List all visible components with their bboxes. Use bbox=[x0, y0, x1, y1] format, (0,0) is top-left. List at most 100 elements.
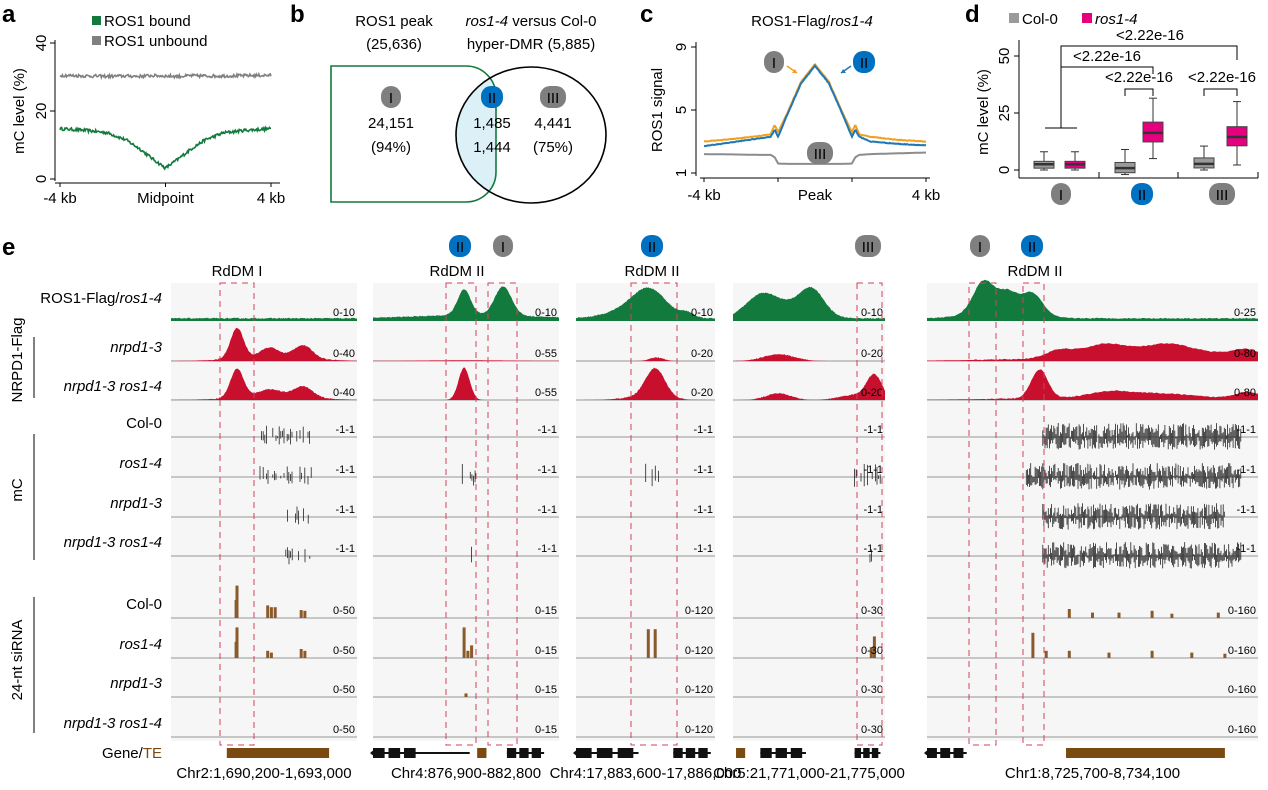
sirna-peak bbox=[269, 652, 273, 658]
track-label: Col-0 bbox=[126, 415, 162, 432]
panel-label-e: e bbox=[2, 234, 15, 261]
badge-group-I: I bbox=[1051, 183, 1071, 205]
badge-label: III bbox=[547, 90, 560, 107]
nrpd1-signal-area bbox=[927, 343, 1258, 361]
sirna-peak bbox=[653, 629, 657, 658]
track-scale-label: -1-1 bbox=[335, 504, 355, 516]
x-tick-label: 4 kb bbox=[912, 187, 940, 204]
series-line-I bbox=[703, 62, 927, 143]
label-italic: ros1-4 bbox=[119, 290, 162, 307]
gene-exon bbox=[685, 748, 696, 758]
locus-column: III 0-10 0-20 0-20 -1-1 -1-1 -1-1 -1-1 0-30 0-30 0… bbox=[713, 235, 905, 782]
sirna-peak bbox=[464, 693, 468, 697]
track-scale-label: 0-20 bbox=[691, 387, 713, 399]
track-scale-label: -1-1 bbox=[537, 424, 557, 436]
ros1-signal-area bbox=[733, 286, 885, 320]
comparison-bracket bbox=[1203, 88, 1238, 96]
panel-label-a: a bbox=[2, 1, 16, 28]
badge-label: I bbox=[389, 90, 393, 107]
track-scale-label: 0-30 bbox=[861, 684, 883, 696]
locus-title: RdDM II bbox=[1007, 263, 1062, 280]
y-axis-label: mC level (%) bbox=[975, 69, 992, 155]
genotype: ros1-4 bbox=[466, 13, 509, 30]
sirna-peak bbox=[269, 607, 273, 618]
track-scale-label: -1-1 bbox=[1236, 504, 1256, 516]
sirna-peak bbox=[1216, 612, 1220, 618]
track-label: nrpd1-3 bbox=[110, 675, 162, 692]
track-scale-label: 0-160 bbox=[1228, 724, 1256, 736]
hyper-dmr-count: hyper-DMR (5,885) bbox=[467, 36, 595, 53]
panel-label-b: b bbox=[290, 1, 305, 28]
x-tick-label: Midpoint bbox=[137, 190, 195, 207]
highlight-region-box bbox=[487, 282, 518, 746]
badge-II: II bbox=[853, 51, 875, 73]
transposon-feature bbox=[226, 748, 330, 758]
badge-shape bbox=[970, 235, 990, 257]
track-scale-label: -1-1 bbox=[863, 543, 883, 555]
gene-direction-icon bbox=[924, 748, 930, 758]
sirna-peak bbox=[266, 650, 270, 658]
locus-title: RdDM II bbox=[429, 263, 484, 280]
legend-label: ROS1 unbound bbox=[104, 33, 207, 50]
overlap-region bbox=[456, 67, 496, 202]
transposon-feature bbox=[477, 748, 487, 758]
gene-exon bbox=[596, 748, 613, 758]
track-scale-label: 0-30 bbox=[861, 724, 883, 736]
region-I-count: 24,151 bbox=[368, 115, 414, 132]
sirna-peak bbox=[1031, 632, 1035, 658]
badge-shape bbox=[855, 235, 881, 257]
gene-exon bbox=[775, 748, 787, 758]
sirna-peak bbox=[466, 650, 470, 658]
sirna-peak bbox=[462, 627, 466, 658]
sirna-peak bbox=[273, 607, 277, 618]
track-scale-label: -1-1 bbox=[863, 504, 883, 516]
nrpd1-signal-area bbox=[171, 368, 357, 400]
track-scale-label: 0-120 bbox=[685, 645, 713, 657]
highlight-region-box bbox=[968, 282, 997, 746]
gene-direction-icon bbox=[573, 748, 579, 758]
sirna-peak bbox=[303, 610, 307, 618]
track-scale-label: -1-1 bbox=[335, 543, 355, 555]
highlight-region-box bbox=[856, 282, 883, 746]
track-label: nrpd1-3 bbox=[110, 339, 162, 356]
track-scale-label: 0-50 bbox=[333, 645, 355, 657]
track-scale-label: -1-1 bbox=[537, 464, 557, 476]
track-scale-label: 0-50 bbox=[333, 605, 355, 617]
title-prefix: ROS1-Flag/ bbox=[751, 13, 831, 30]
gene-exon bbox=[698, 748, 708, 758]
y-tick-label: 20 bbox=[33, 103, 50, 120]
track-label: nrpd1-3 ros1-4 bbox=[64, 534, 162, 551]
y-tick-label: 25 bbox=[996, 105, 1013, 122]
gene-exon bbox=[576, 748, 592, 758]
badge-I: I bbox=[970, 235, 990, 257]
gene-exon bbox=[673, 748, 683, 758]
gene-te-label: Gene/TE bbox=[102, 745, 162, 762]
legend-label: ROS1 bound bbox=[104, 13, 191, 30]
arrowhead-II-icon bbox=[841, 69, 846, 73]
locus-column: RdDM I 0-10 0-40 0-40 -1-1 -1-1 -1-1 -1-1 0-50 0-… bbox=[171, 263, 357, 782]
region-II-dmr-count: 1,444 bbox=[473, 139, 511, 156]
locus-title: RdDM I bbox=[212, 263, 263, 280]
nrpd1-signal-area bbox=[733, 373, 885, 400]
sirna-peak bbox=[869, 647, 873, 658]
gene-exon bbox=[760, 748, 772, 758]
chart-title: ROS1-Flag/ros1-4 bbox=[751, 13, 873, 30]
track-label-ros1-flag: ROS1-Flag/ros1-4 bbox=[40, 290, 162, 307]
gene-exon bbox=[617, 748, 634, 758]
sirna-peak bbox=[234, 641, 238, 658]
ros1-signal-area bbox=[927, 279, 1258, 320]
track-label: Col-0 bbox=[126, 596, 162, 613]
genomic-coordinate: Chr1:8,725,700-8,734,100 bbox=[1005, 765, 1180, 782]
track-scale-label: 0-50 bbox=[333, 724, 355, 736]
badge-label: II bbox=[648, 239, 656, 256]
badge-shape bbox=[540, 86, 566, 108]
track-scale-label: -1-1 bbox=[693, 543, 713, 555]
badge-label: III bbox=[814, 146, 827, 163]
sirna-peak bbox=[1067, 650, 1071, 658]
sirna-peak bbox=[266, 605, 270, 618]
ros1-signal-area bbox=[171, 317, 357, 320]
track-label: ros1-4 bbox=[119, 455, 162, 472]
hyper-dmr-set bbox=[455, 66, 607, 204]
track-scale-label: 0-10 bbox=[861, 307, 883, 319]
